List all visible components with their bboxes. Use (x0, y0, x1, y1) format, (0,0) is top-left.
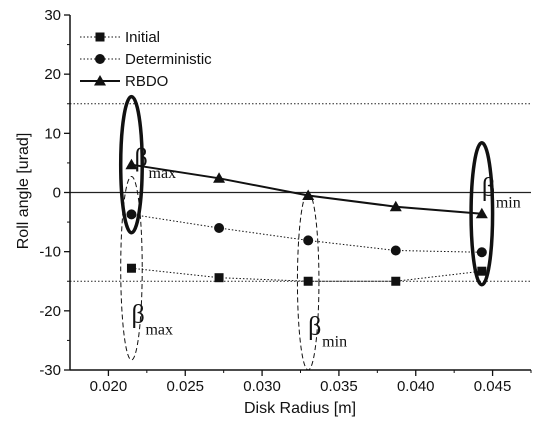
data-point-rbdo-0 (125, 158, 138, 170)
x-tick-label: 0.020 (90, 378, 128, 395)
annotation-sub-1: min (496, 194, 521, 211)
data-point-deterministic-4 (476, 247, 487, 258)
x-tick-label: 0.040 (397, 378, 435, 395)
y-tick-label: 0 (53, 185, 61, 202)
annotation-2: β (131, 300, 144, 329)
data-point-deterministic-1 (214, 223, 225, 233)
data-point-rbdo-2 (302, 189, 315, 200)
y-tick-label: 10 (44, 125, 61, 142)
y-tick-label: -30 (39, 362, 61, 379)
annotation-sub-0: max (149, 165, 177, 182)
x-tick-label: 0.025 (166, 378, 204, 395)
y-tick-label: -20 (39, 303, 61, 320)
data-point-initial-0 (126, 263, 136, 273)
legend-marker-deterministic (95, 54, 105, 64)
y-tick-label: -10 (39, 244, 61, 261)
data-point-initial-1 (214, 273, 224, 283)
data-point-deterministic-3 (390, 245, 401, 256)
ellipse-0 (118, 94, 144, 235)
y-axis-label: Roll angle [urad] (15, 133, 32, 250)
legend-marker-rbdo (94, 75, 106, 86)
data-point-rbdo-1 (213, 172, 226, 183)
annotation-sub-2: max (145, 322, 173, 339)
legend-label-deterministic: Deterministic (125, 51, 212, 68)
annotation-3: β (308, 312, 321, 341)
data-point-initial-4 (477, 266, 487, 276)
x-tick-label: 0.035 (320, 378, 358, 395)
x-tick-label: 0.045 (474, 378, 512, 395)
x-axis-label: Disk Radius [m] (244, 400, 356, 417)
data-point-initial-2 (303, 276, 313, 286)
annotation-1: β (482, 172, 495, 201)
legend-marker-initial (95, 32, 105, 42)
legend-label-rbdo: RBDO (125, 73, 168, 90)
y-tick-label: 30 (44, 7, 61, 24)
ellipse-2 (120, 176, 143, 361)
series-line-rbdo (131, 163, 482, 215)
data-point-deterministic-2 (303, 235, 314, 246)
data-point-rbdo-4 (475, 207, 488, 219)
annotation-sub-3: min (322, 334, 347, 351)
data-point-initial-3 (391, 276, 401, 286)
x-tick-label: 0.030 (243, 378, 281, 395)
legend-label-initial: Initial (125, 29, 160, 46)
data-point-deterministic-0 (126, 209, 137, 220)
data-point-rbdo-3 (389, 200, 402, 212)
annotation-0: β (135, 143, 148, 172)
series-line-deterministic (131, 213, 482, 253)
y-tick-label: 20 (44, 66, 61, 83)
